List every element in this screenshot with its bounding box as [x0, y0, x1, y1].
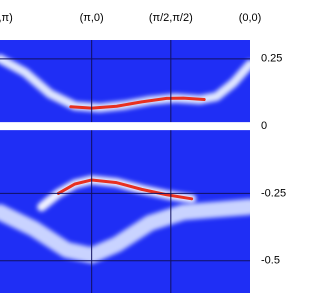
spectral-band — [0, 198, 250, 264]
plot-area — [0, 40, 250, 293]
spectral-band — [56, 178, 194, 201]
x-tick-label: (π/2,π/2) — [149, 12, 193, 24]
page: {"chart_data": { "type": "line", "backgr… — [0, 11, 287, 293]
x-tick-label: (π,π) — [0, 12, 13, 24]
chart: (π,π) (π,0) (π/2,π/2) (0,0) 0.25 0 -0.25 -0.5 — [0, 12, 286, 293]
y-tick-label: 0 — [261, 120, 267, 132]
x-tick-label: (0,0) — [239, 12, 262, 24]
panel-gap — [0, 122, 250, 131]
y-tick-label: -0.5 — [261, 255, 280, 267]
y-tick-label: -0.25 — [261, 187, 286, 199]
y-tick-label: 0.25 — [261, 53, 282, 65]
axes: (π,π) (π,0) (π/2,π/2) (0,0) 0.25 0 -0.25 -0.5 — [0, 12, 286, 267]
x-tick-label: (π,0) — [80, 12, 104, 24]
